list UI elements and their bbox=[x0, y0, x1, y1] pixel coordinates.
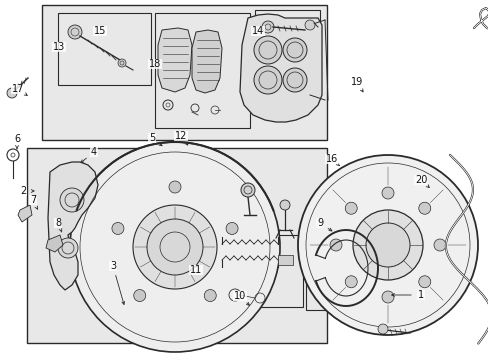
Text: 20: 20 bbox=[414, 175, 427, 185]
Circle shape bbox=[60, 188, 84, 212]
Text: 5: 5 bbox=[148, 133, 155, 143]
Polygon shape bbox=[46, 235, 63, 252]
Circle shape bbox=[283, 38, 306, 62]
Text: 10: 10 bbox=[233, 291, 245, 301]
Circle shape bbox=[305, 20, 314, 30]
Circle shape bbox=[133, 289, 145, 302]
Text: 18: 18 bbox=[148, 59, 161, 69]
Circle shape bbox=[377, 324, 387, 334]
Circle shape bbox=[352, 210, 422, 280]
Polygon shape bbox=[240, 14, 321, 122]
Text: 6: 6 bbox=[14, 134, 20, 144]
Circle shape bbox=[381, 291, 393, 303]
Circle shape bbox=[418, 202, 430, 214]
Text: 3: 3 bbox=[110, 261, 116, 271]
Text: 11: 11 bbox=[189, 265, 202, 275]
Polygon shape bbox=[18, 205, 32, 222]
Circle shape bbox=[118, 59, 126, 67]
Circle shape bbox=[433, 239, 445, 251]
Circle shape bbox=[253, 36, 282, 64]
Bar bbox=[305, 220, 385, 310]
Bar bbox=[278, 255, 292, 265]
Circle shape bbox=[262, 21, 273, 33]
Circle shape bbox=[241, 183, 254, 197]
Text: 9: 9 bbox=[316, 218, 323, 228]
Polygon shape bbox=[158, 28, 192, 92]
Polygon shape bbox=[48, 162, 98, 290]
Circle shape bbox=[280, 200, 289, 210]
Text: 17: 17 bbox=[12, 84, 24, 94]
Circle shape bbox=[418, 276, 430, 288]
Circle shape bbox=[58, 238, 78, 258]
Text: 14: 14 bbox=[251, 26, 264, 36]
Bar bbox=[215, 235, 303, 307]
Text: 1: 1 bbox=[417, 290, 423, 300]
Circle shape bbox=[329, 239, 341, 251]
Circle shape bbox=[133, 205, 217, 289]
Circle shape bbox=[112, 222, 123, 234]
Text: 2: 2 bbox=[20, 186, 26, 196]
Circle shape bbox=[70, 142, 280, 352]
Polygon shape bbox=[192, 30, 222, 93]
Text: 7: 7 bbox=[30, 195, 36, 205]
Bar bbox=[155, 13, 249, 128]
Circle shape bbox=[147, 219, 203, 275]
Text: 16: 16 bbox=[325, 154, 337, 164]
Bar bbox=[27, 148, 326, 343]
Text: 8: 8 bbox=[55, 218, 61, 228]
Bar bbox=[254, 10, 319, 55]
Circle shape bbox=[365, 223, 409, 267]
Circle shape bbox=[169, 181, 181, 193]
Circle shape bbox=[253, 66, 282, 94]
Circle shape bbox=[68, 25, 82, 39]
Circle shape bbox=[204, 289, 216, 302]
Text: 4: 4 bbox=[91, 147, 97, 157]
Circle shape bbox=[345, 202, 357, 214]
Text: 19: 19 bbox=[350, 77, 363, 87]
Text: 15: 15 bbox=[94, 26, 106, 36]
Circle shape bbox=[7, 88, 17, 98]
Text: 12: 12 bbox=[174, 131, 187, 141]
Bar bbox=[58, 13, 151, 85]
Circle shape bbox=[345, 276, 357, 288]
Bar bbox=[42, 5, 326, 140]
Text: 13: 13 bbox=[53, 42, 65, 52]
Circle shape bbox=[297, 155, 477, 335]
Circle shape bbox=[283, 68, 306, 92]
Circle shape bbox=[381, 187, 393, 199]
Circle shape bbox=[225, 222, 238, 234]
